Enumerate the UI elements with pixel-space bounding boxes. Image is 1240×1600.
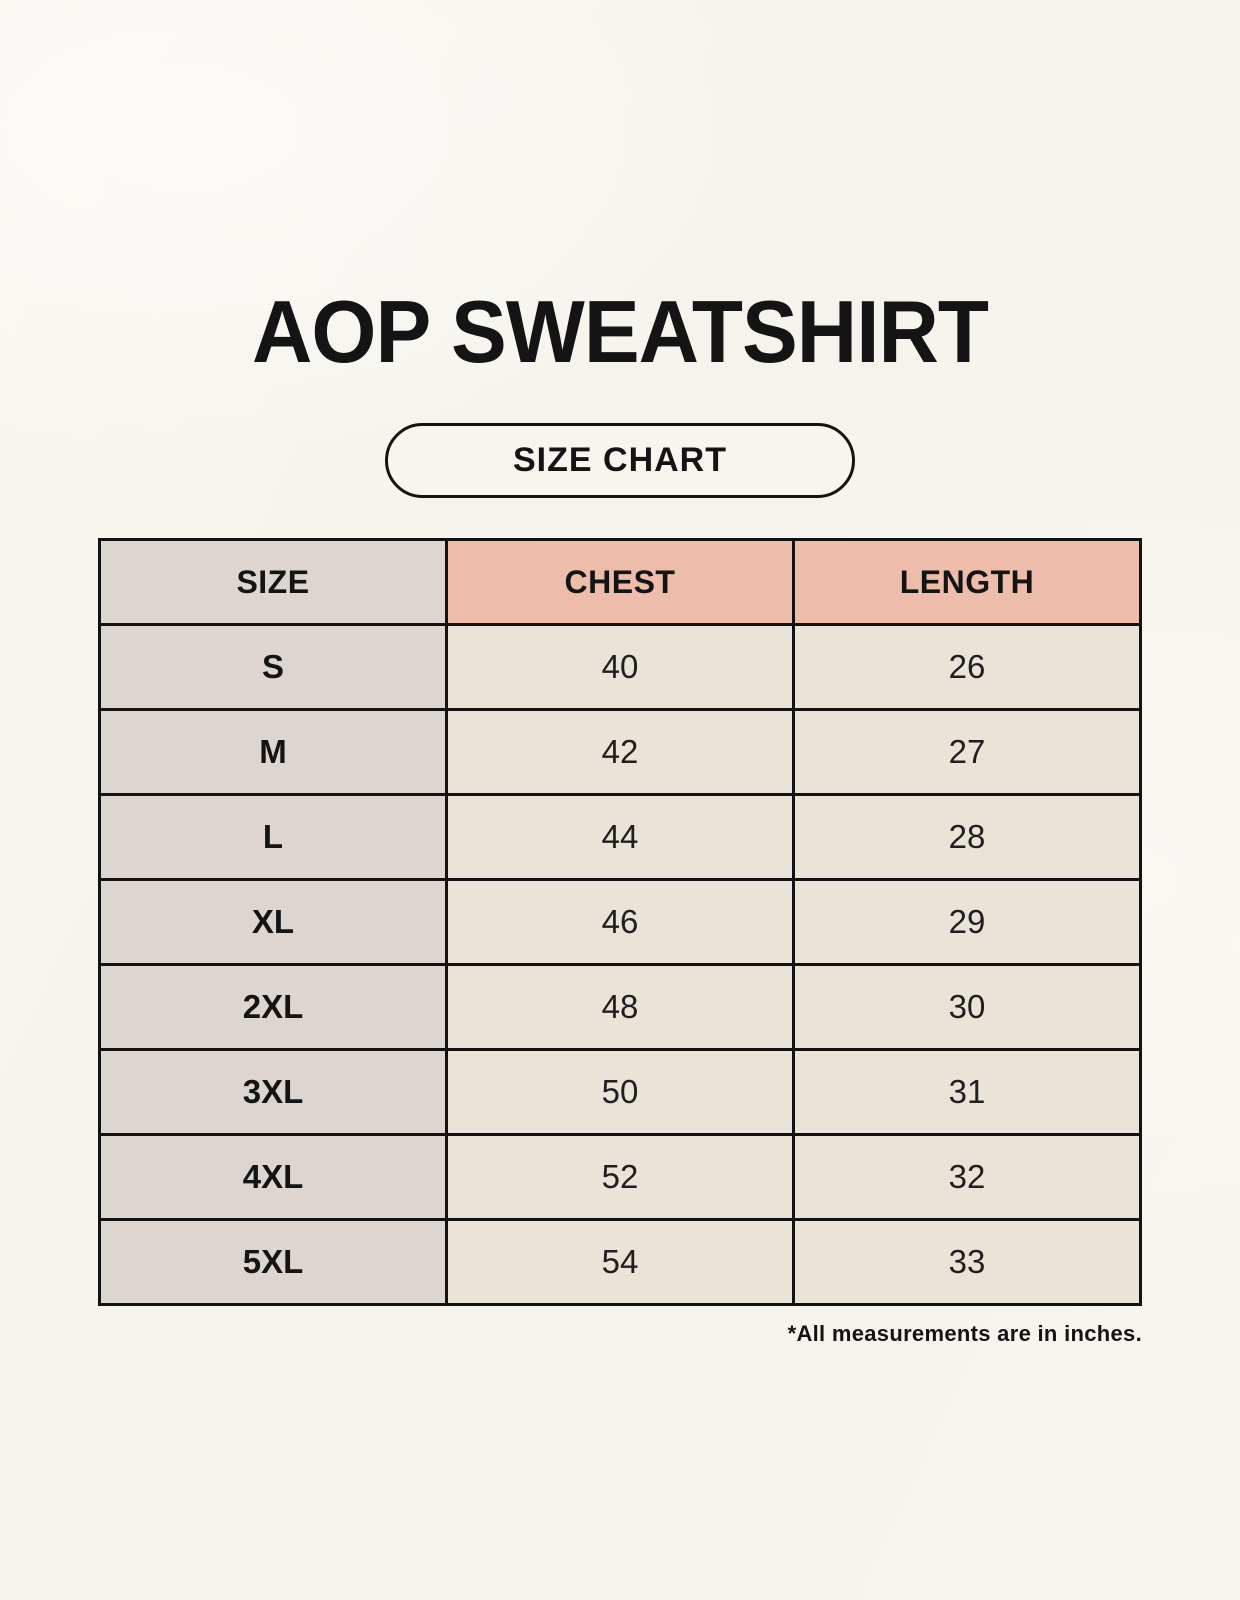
table-row-xl: XL 46 29 [98,878,1142,966]
size-label: 5XL [98,1218,448,1306]
length-value: 29 [792,878,1142,966]
size-chart-table: SIZE CHEST LENGTH S 40 26 M 42 27 L 44 2… [98,538,1142,1306]
table-row-s: S 40 26 [98,623,1142,711]
size-label: S [98,623,448,711]
table-header-row: SIZE CHEST LENGTH [98,538,1142,626]
size-chart-badge: SIZE CHART [385,423,855,498]
size-label: 2XL [98,963,448,1051]
length-value: 32 [792,1133,1142,1221]
chest-value: 46 [445,878,795,966]
table-row-m: M 42 27 [98,708,1142,796]
size-label: L [98,793,448,881]
size-label: M [98,708,448,796]
column-header-size: SIZE [98,538,448,626]
length-value: 28 [792,793,1142,881]
length-value: 30 [792,963,1142,1051]
chest-value: 40 [445,623,795,711]
length-value: 33 [792,1218,1142,1306]
chest-value: 54 [445,1218,795,1306]
chest-value: 50 [445,1048,795,1136]
size-label: XL [98,878,448,966]
size-label: 4XL [98,1133,448,1221]
size-chart-badge-label: SIZE CHART [513,441,727,479]
table-row-2xl: 2XL 48 30 [98,963,1142,1051]
table-row-3xl: 3XL 50 31 [98,1048,1142,1136]
length-value: 26 [792,623,1142,711]
length-value: 27 [792,708,1142,796]
table-row-5xl: 5XL 54 33 [98,1218,1142,1306]
measurements-footnote: *All measurements are in inches. [787,1321,1142,1346]
chest-value: 52 [445,1133,795,1221]
size-label: 3XL [98,1048,448,1136]
chest-value: 42 [445,708,795,796]
table-row-4xl: 4XL 52 32 [98,1133,1142,1221]
table-row-l: L 44 28 [98,793,1142,881]
column-header-length: LENGTH [792,538,1142,626]
chest-value: 48 [445,963,795,1051]
length-value: 31 [792,1048,1142,1136]
chest-value: 44 [445,793,795,881]
page-title: AOP SWEATSHIRT [251,282,989,381]
column-header-chest: CHEST [445,538,795,626]
